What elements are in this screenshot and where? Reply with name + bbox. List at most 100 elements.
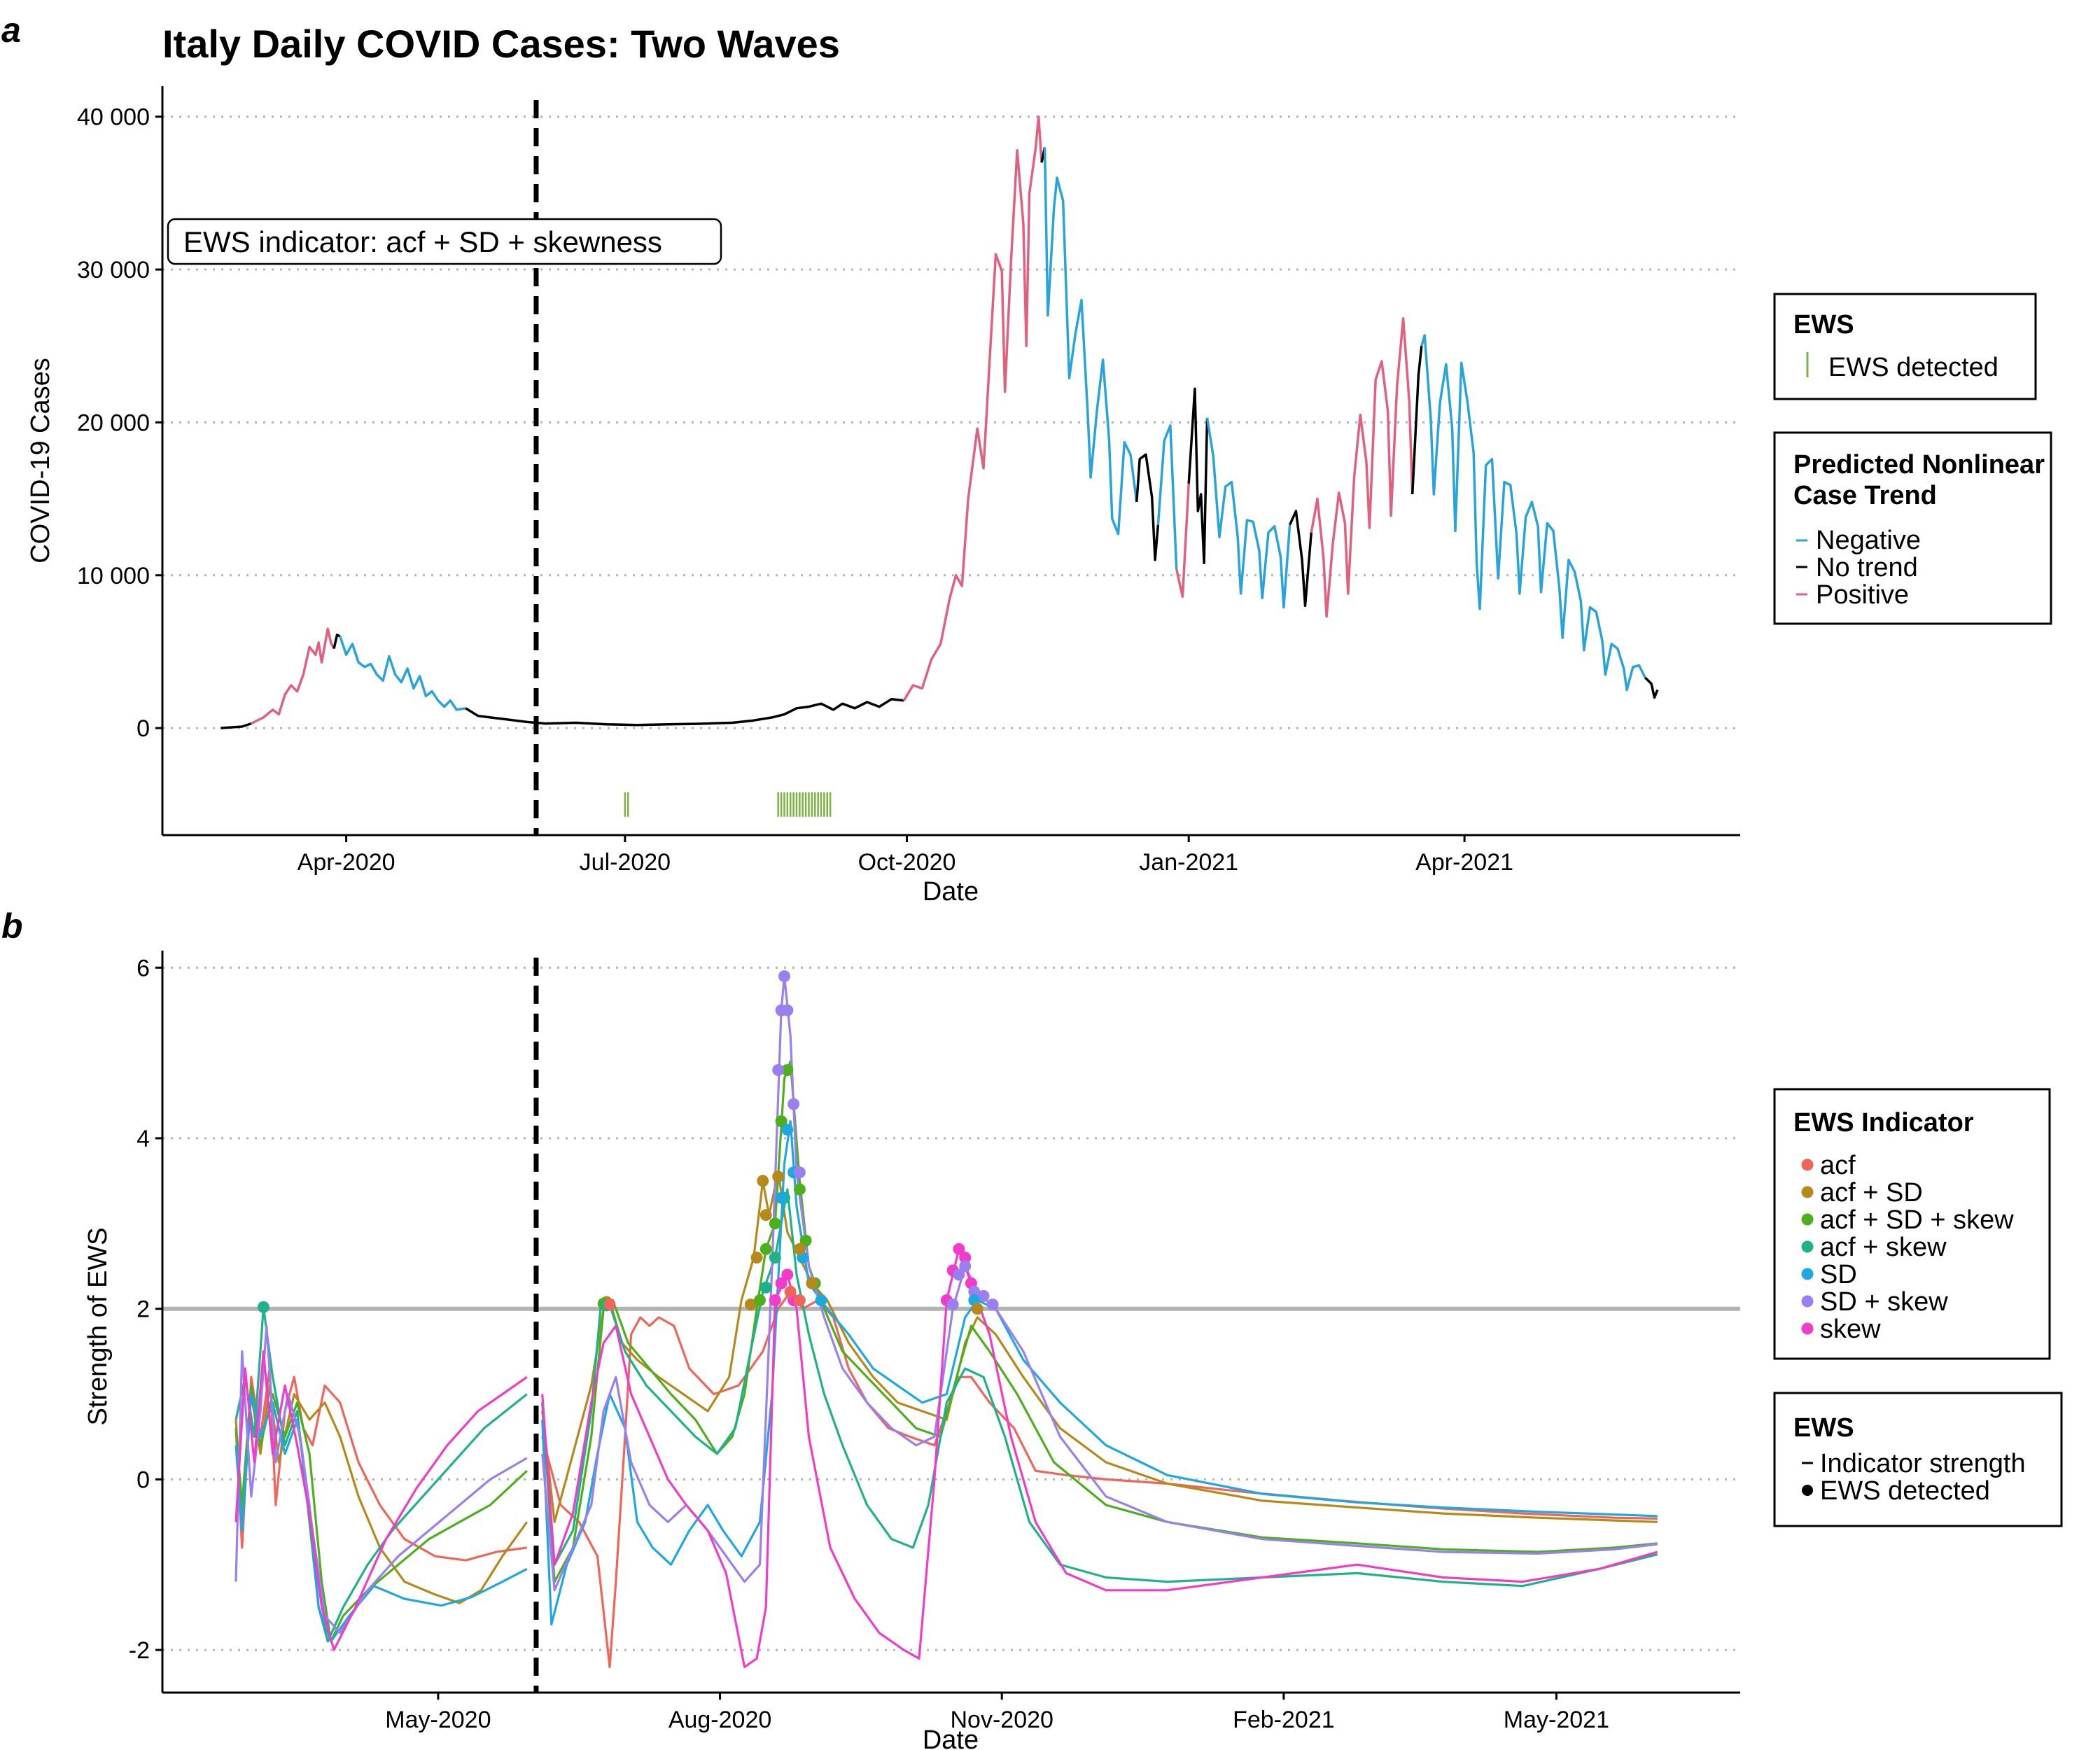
indicator-line-acf-sd-skew — [234, 1384, 528, 1643]
indicator-line-acf — [234, 1367, 528, 1562]
ews-detected-point-sd-skew — [977, 1289, 990, 1302]
panel-b-ews-points — [257, 970, 999, 1315]
chart-title: Italy Daily COVID Cases: Two Waves — [162, 22, 840, 66]
legend-ews-a-frame — [1773, 293, 2037, 400]
legend-key-acf — [1801, 1158, 1814, 1171]
panel-b-y-tick-label: -2 — [129, 1637, 150, 1664]
legend-negative-label: Negative — [1816, 526, 1921, 555]
ews-detected-point-acf-sd-skew — [781, 1064, 794, 1077]
case-trend-segment-negative — [1156, 424, 1178, 570]
annotation-frame — [167, 218, 722, 265]
ews-detected-point-acf-sd — [772, 1170, 785, 1183]
case-trend-segment-positive — [251, 627, 335, 725]
ews-detected-point-sd-skew — [793, 1166, 806, 1179]
panel-b-x-tick-label: Aug-2020 — [668, 1707, 771, 1733]
ews-detected-point-acf-sd — [744, 1298, 757, 1311]
ews-detected-point-skew — [781, 1268, 794, 1281]
legend-trend-title-1: Predicted Nonlinear — [1793, 450, 2045, 479]
ews-detected-point-sd-skew — [781, 1004, 794, 1016]
panel-b-y-ticks: -2 0 2 4 6 — [129, 955, 162, 1664]
panel-a-y-tick-label: 0 — [136, 715, 150, 742]
legend-label-acf: acf — [1820, 1151, 1856, 1180]
ews-detected-point-skew — [775, 1277, 788, 1289]
panel-b-label: b — [1, 906, 23, 946]
ews-detected-point-acf-sd — [757, 1175, 769, 1187]
legend-indicator-title: EWS Indicator — [1793, 1108, 1974, 1138]
case-trend-segment-no_trend — [465, 697, 904, 727]
case-trend-segment-no_trend — [220, 722, 252, 729]
case-trend-segment-negative — [1420, 334, 1646, 692]
ews-detected-point-skew — [769, 1294, 781, 1306]
indicator-line-sd — [541, 1120, 1658, 1626]
annotation-box: EWS indicator: acf + SD + skewness — [167, 218, 722, 265]
legend-key-acf-sd-skew — [1801, 1213, 1814, 1226]
ews-detected-point-acf-sd — [806, 1277, 818, 1289]
legend-label-skew: skew — [1820, 1315, 1881, 1344]
legend-label-acf-sd: acf + SD — [1820, 1178, 1923, 1208]
legend-ews-a: EWS EWS detected — [1773, 293, 2037, 400]
panel-a-y-tick-label: 30 000 — [77, 257, 150, 284]
annotation-text: EWS indicator: acf + SD + skewness — [183, 225, 662, 258]
case-trend-segment-positive — [902, 115, 1043, 701]
panel-b-x-ticks: May-2020 Aug-2020 Nov-2020 Feb-2021 May-2021 — [385, 1693, 1609, 1733]
legend-indicator-strength-label: Indicator strength — [1820, 1449, 2026, 1478]
panel-a-y-tick-label: 40 000 — [77, 104, 150, 131]
ews-detected-point-skew — [959, 1252, 972, 1264]
legend-ews-a-title: EWS — [1793, 310, 1854, 340]
ews-detected-point-acf-sd-skew — [760, 1242, 772, 1255]
ews-detected-point-sd — [775, 1191, 788, 1204]
ews-detected-point-acf-sd-skew — [754, 1294, 766, 1306]
panel-a-y-tick-label: 20 000 — [77, 410, 150, 436]
legend-trend-frame — [1773, 431, 2052, 625]
indicator-line-acf-sd-skew — [541, 1060, 1658, 1583]
indicator-line-sd-skew — [541, 974, 1658, 1592]
ews-detected-point-sd-skew — [778, 970, 790, 983]
panel-a-x-tick-label: Jul-2020 — [580, 849, 671, 876]
panel-a-x-ticks: Apr-2020 Jul-2020 Oct-2020 Jan-2021 Apr-2021 — [298, 835, 1513, 876]
panel-a-x-tick-label: Apr-2020 — [298, 849, 396, 876]
case-trend-segment-no_trend — [1644, 676, 1659, 699]
ews-detected-point-acf-sd — [971, 1303, 983, 1315]
ews-detected-point-acf-skew — [769, 1252, 781, 1264]
legend-label-acf-skew: acf + skew — [1820, 1233, 1947, 1262]
ews-detected-point-sd — [781, 1124, 794, 1136]
legend-ews-detected-point-key — [1802, 1485, 1813, 1496]
ews-detected-point-acf — [793, 1294, 806, 1306]
ews-detected-point-acf-sd — [760, 1209, 772, 1222]
legend-key-acf-skew — [1801, 1240, 1814, 1253]
ews-detected-point-sd-skew — [788, 1098, 800, 1110]
legend-ews-detected-label: EWS detected — [1828, 353, 1998, 382]
legend-ews-detected-point-label: EWS detected — [1820, 1476, 1990, 1506]
panel-a-y-tick-label: 10 000 — [77, 563, 150, 589]
legend-positive-label: Positive — [1816, 580, 1909, 610]
panel-a-y-ticks: 0 10 000 20 000 30 000 40 000 — [77, 104, 162, 742]
panel-b-y-tick-label: 4 — [136, 1126, 150, 1152]
case-trend-segment-no_trend — [332, 634, 341, 649]
case-trend-segment-positive — [1175, 483, 1190, 598]
ews-detected-point-sd-skew — [946, 1298, 959, 1311]
panel-a-x-tick-label: Apr-2021 — [1415, 849, 1513, 876]
legend-label-sd: SD — [1820, 1260, 1857, 1289]
case-trend-segment-negative — [1043, 147, 1138, 536]
panel-b-y-title: Strength of EWS — [83, 1227, 113, 1425]
legend-key-skew — [1801, 1322, 1814, 1335]
legend-indicator-frame — [1773, 1088, 2051, 1360]
panel-a-gridlines — [162, 115, 1740, 729]
indicator-line-skew — [234, 1350, 528, 1651]
legend-key-sd — [1801, 1268, 1814, 1280]
panel-b-x-title: Date — [923, 1726, 979, 1750]
ews-detected-point-acf-sd — [793, 1242, 806, 1255]
ews-detected-point-acf — [603, 1298, 616, 1311]
legend-key-sd-skew — [1801, 1295, 1814, 1308]
ews-detected-point-sd-skew — [953, 1268, 965, 1281]
indicator-line-acf-sd — [541, 1171, 1658, 1523]
legend-label-acf-sd-skew: acf + SD + skew — [1820, 1205, 2014, 1235]
indicator-line-acf-sd — [234, 1384, 528, 1604]
indicator-line-acf-skew — [541, 1188, 1658, 1588]
case-trend-segment-negative — [1205, 417, 1292, 609]
panel-a-y-title: COVID-19 Cases — [26, 358, 55, 564]
legend-ews-b-frame — [1773, 1392, 2063, 1527]
panel-b-y-tick-label: 2 — [136, 1296, 150, 1323]
